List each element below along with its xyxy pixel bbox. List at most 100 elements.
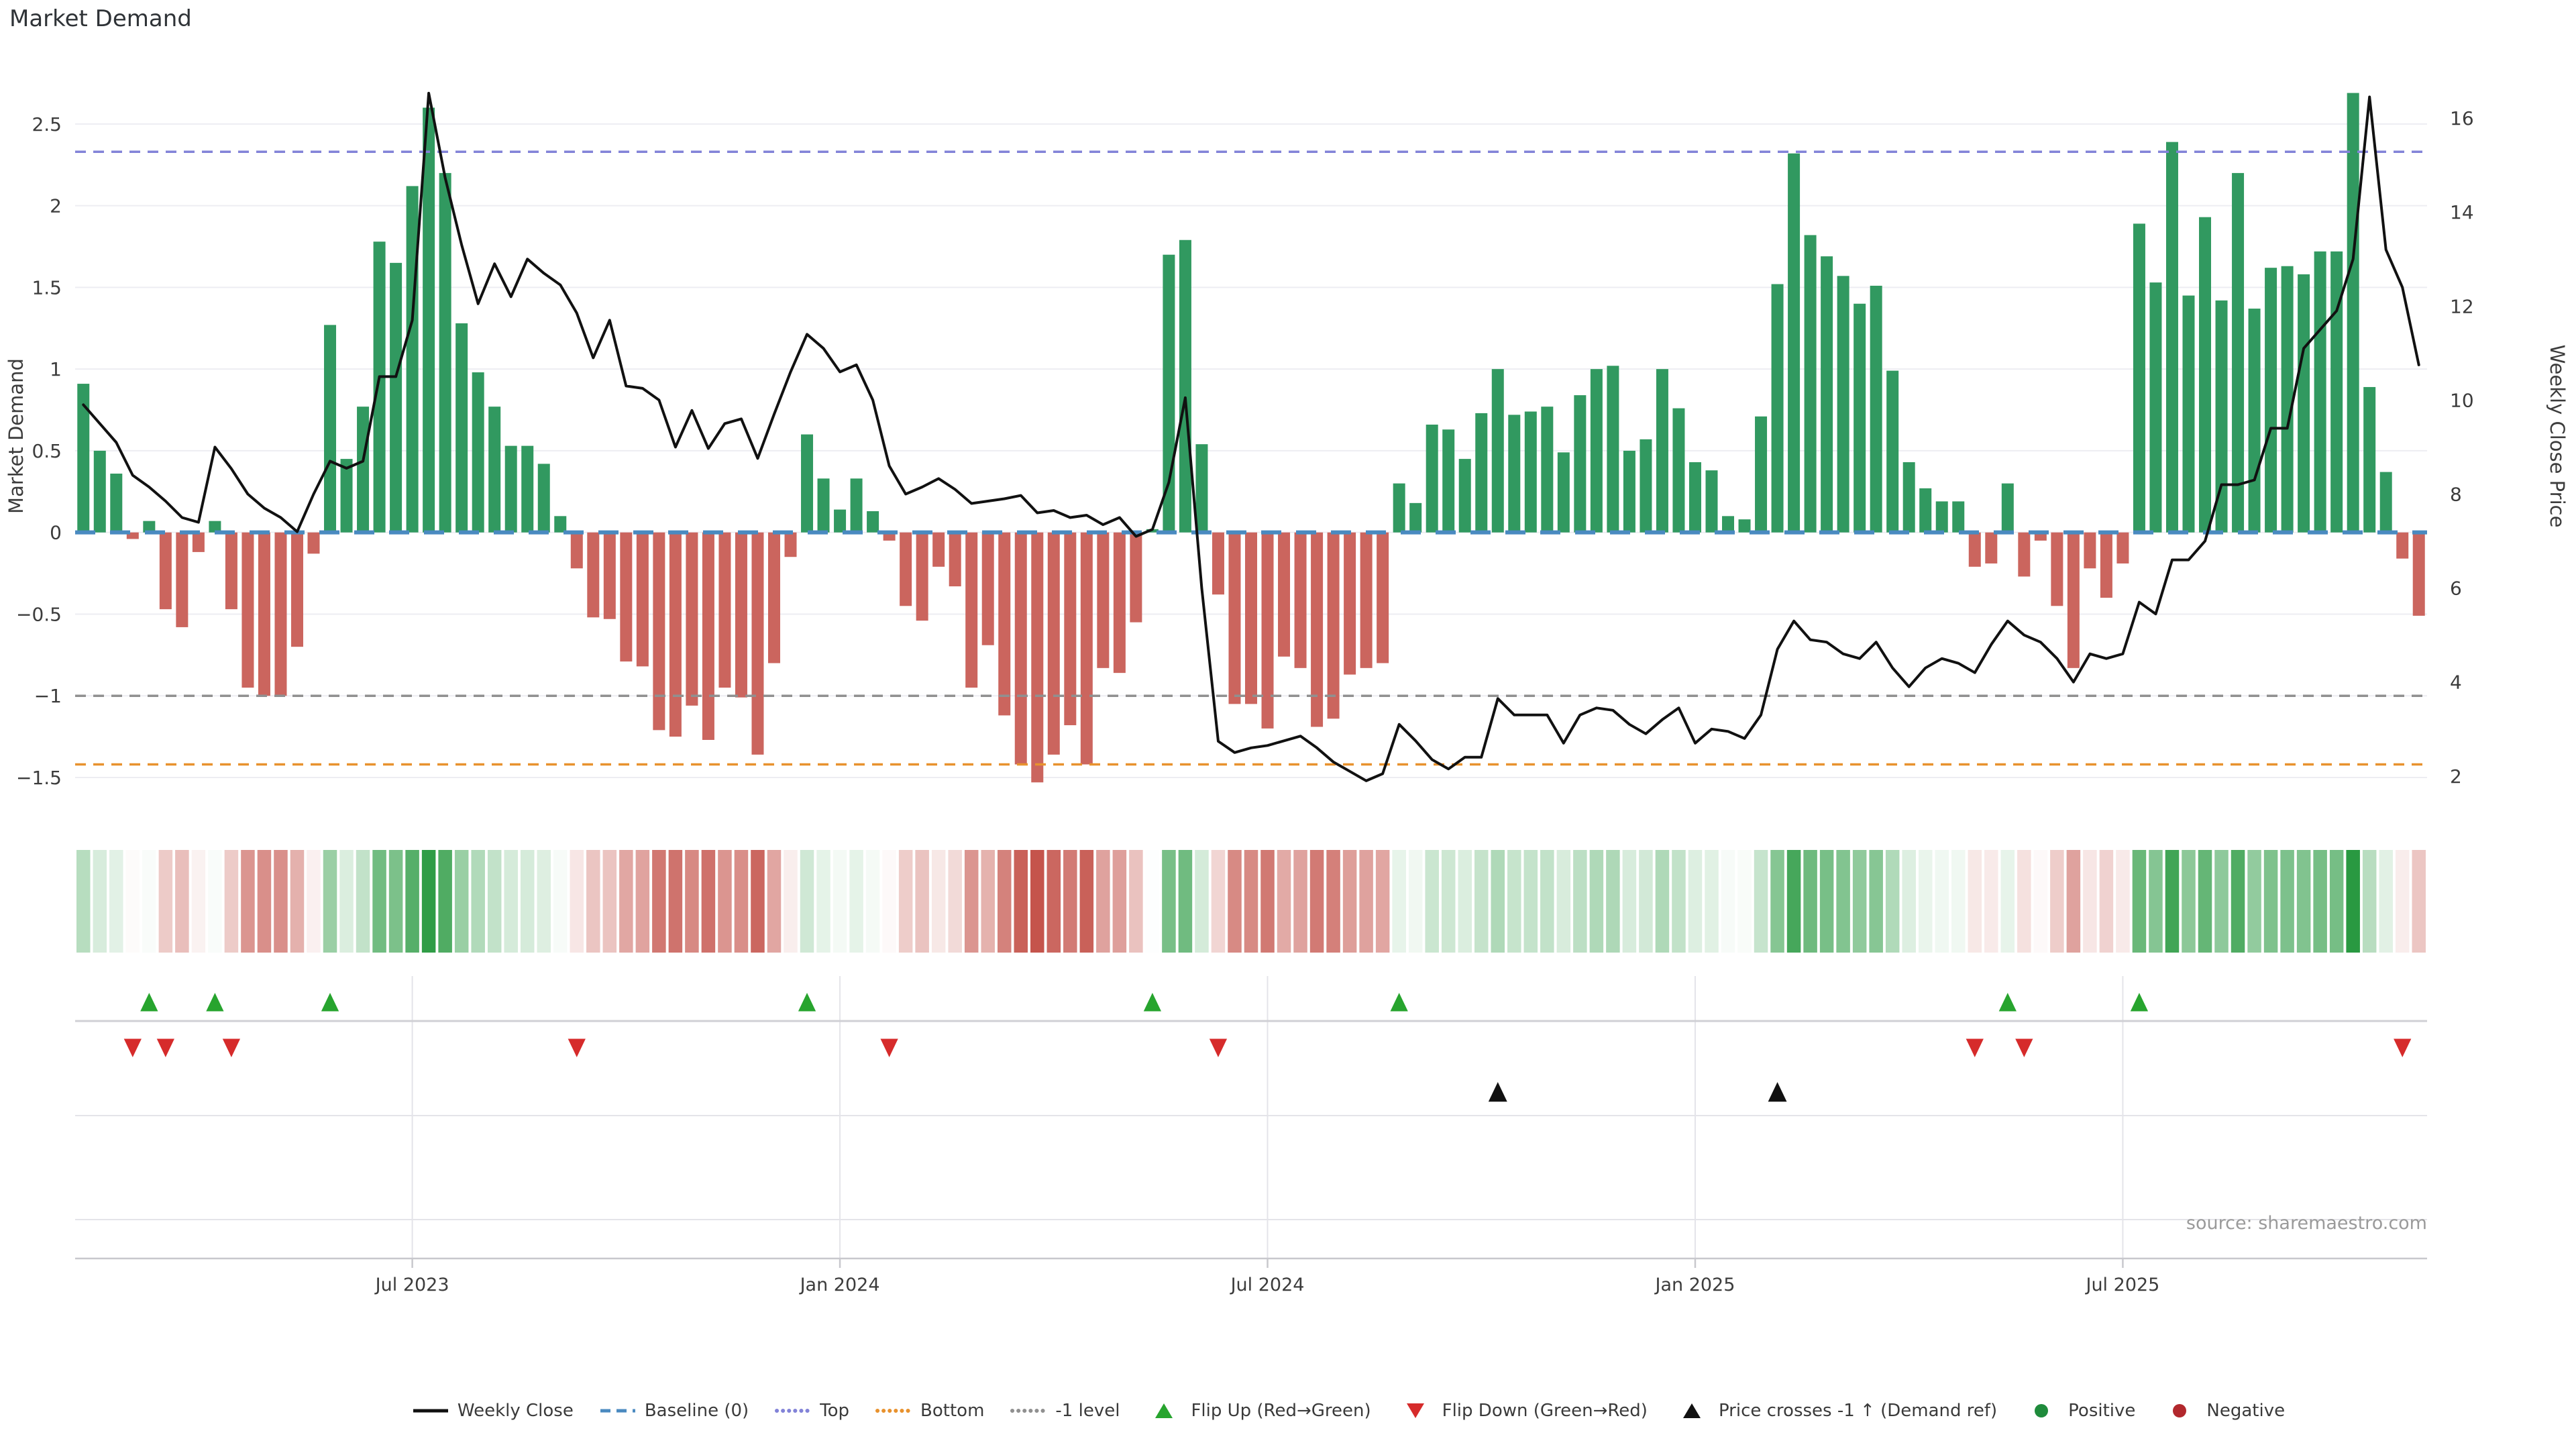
heatmap-cell <box>1803 850 1817 953</box>
legend-item: Negative <box>2161 1401 2285 1421</box>
legend-item: Top <box>774 1401 849 1421</box>
demand-bar <box>1064 532 1077 726</box>
demand-bar <box>636 532 649 667</box>
demand-bar <box>949 532 961 587</box>
heatmap-cell <box>2395 850 2410 953</box>
demand-bar <box>1491 369 1504 533</box>
heatmap-cell <box>701 850 716 953</box>
demand-bar <box>1919 488 1932 533</box>
legend-dotted-icon <box>1010 1409 1047 1413</box>
heatmap-cell <box>2132 850 2147 953</box>
demand-bar <box>2347 93 2359 533</box>
heatmap-cell <box>2000 850 2015 953</box>
demand-bar <box>1854 303 1866 533</box>
heatmap-cell <box>1326 850 1340 953</box>
legend-item: Positive <box>2023 1401 2135 1421</box>
heatmap-cell <box>125 850 140 953</box>
heatmap-cell <box>865 850 880 953</box>
heatmap-cell <box>1639 850 1653 953</box>
chart-legend: Weekly Close Baseline (0) Top Bottom -1 leve… <box>0 1401 2576 1421</box>
right-axis-tick: 6 <box>2450 578 2462 600</box>
demand-bar <box>1475 413 1488 533</box>
heatmap-cell <box>158 850 173 953</box>
demand-bar <box>686 532 698 706</box>
legend-dotted-icon <box>875 1409 912 1413</box>
heatmap-cell <box>1869 850 1883 953</box>
demand-bars <box>77 93 2425 783</box>
demand-bar <box>2396 532 2409 559</box>
demand-bar <box>1640 439 1652 533</box>
demand-bar <box>1031 532 1044 783</box>
heatmap-cell <box>2329 850 2344 953</box>
demand-bar <box>1080 532 1093 765</box>
legend-line-icon <box>413 1409 448 1413</box>
demand-bar <box>2412 532 2425 616</box>
demand-bar <box>1442 429 1455 533</box>
demand-bar <box>2248 309 2261 533</box>
heatmap-cell <box>2033 850 2048 953</box>
flip-up-marker <box>321 993 339 1012</box>
demand-bar <box>290 532 303 647</box>
heatmap-cell <box>1705 850 1719 953</box>
demand-bar <box>176 532 189 627</box>
demand-bar <box>1508 415 1521 533</box>
legend-item: Price crosses -1 ↑ (Demand ref) <box>1673 1401 1997 1421</box>
heatmap-cell <box>1984 850 1998 953</box>
heatmap-cell <box>1786 850 1801 953</box>
heatmap-cell <box>784 850 798 953</box>
heatmap-cell <box>2412 850 2426 953</box>
heatmap-cell <box>1309 850 1324 953</box>
demand-bar <box>1590 369 1603 533</box>
heatmap-cell <box>816 850 830 953</box>
triangle-up-glyph <box>1155 1403 1173 1418</box>
heatmap-cell <box>76 850 91 953</box>
legend-label: Top <box>820 1401 850 1421</box>
left-axis-tick: −1 <box>34 685 62 707</box>
demand-bar <box>423 107 435 533</box>
heatmap-cell <box>553 850 568 953</box>
demand-bar <box>965 532 978 688</box>
heatmap-cell <box>586 850 600 953</box>
demand-heatmap <box>76 850 2426 953</box>
heatmap-cell <box>191 850 206 953</box>
heatmap-cell <box>2066 850 2081 953</box>
demand-bar <box>1821 256 1833 533</box>
left-axis-tick: 2.5 <box>32 113 62 136</box>
legend-label: Negative <box>2206 1401 2286 1421</box>
demand-bar <box>817 478 830 533</box>
flip-up-marker <box>1143 993 1162 1012</box>
market-demand-chart: 2.5 2 1.5 1 0.5 0 −0.5 −1 −1.5 16 14 12 10 8 6 4 2 Market… <box>5 91 2569 1295</box>
legend-item: Weekly Close <box>412 1401 574 1421</box>
demand-bar <box>767 532 780 663</box>
heatmap-cell <box>487 850 502 953</box>
left-axis-tick: −0.5 <box>16 603 62 625</box>
demand-bar <box>2182 295 2195 533</box>
demand-bar <box>1688 462 1701 533</box>
demand-bar <box>488 407 501 533</box>
heatmap-cell <box>948 850 962 953</box>
heatmap-cell <box>388 850 403 953</box>
demand-bar <box>504 445 517 533</box>
demand-bar <box>258 532 270 696</box>
demand-bar <box>2298 274 2310 533</box>
flip-up-marker <box>2130 993 2149 1012</box>
demand-bar <box>1607 366 1619 533</box>
circle-glyph <box>2173 1404 2187 1417</box>
demand-bar <box>1195 444 1208 533</box>
heatmap-cell <box>1655 850 1670 953</box>
demand-bar <box>2363 386 2376 533</box>
demand-bar <box>718 532 731 688</box>
heatmap-cell <box>964 850 979 953</box>
heatmap-cell <box>109 850 123 953</box>
demand-bar <box>1311 532 1324 727</box>
demand-bar <box>653 532 665 731</box>
heatmap-cell <box>1359 850 1373 953</box>
circle-glyph <box>2035 1404 2049 1417</box>
heatmap-cell <box>1902 850 1916 953</box>
demand-bar <box>1261 532 1274 729</box>
demand-bar <box>1245 532 1257 704</box>
demand-bar <box>900 532 912 606</box>
heatmap-cell <box>2379 850 2393 953</box>
heatmap-cell <box>504 850 518 953</box>
demand-bar <box>373 241 386 533</box>
